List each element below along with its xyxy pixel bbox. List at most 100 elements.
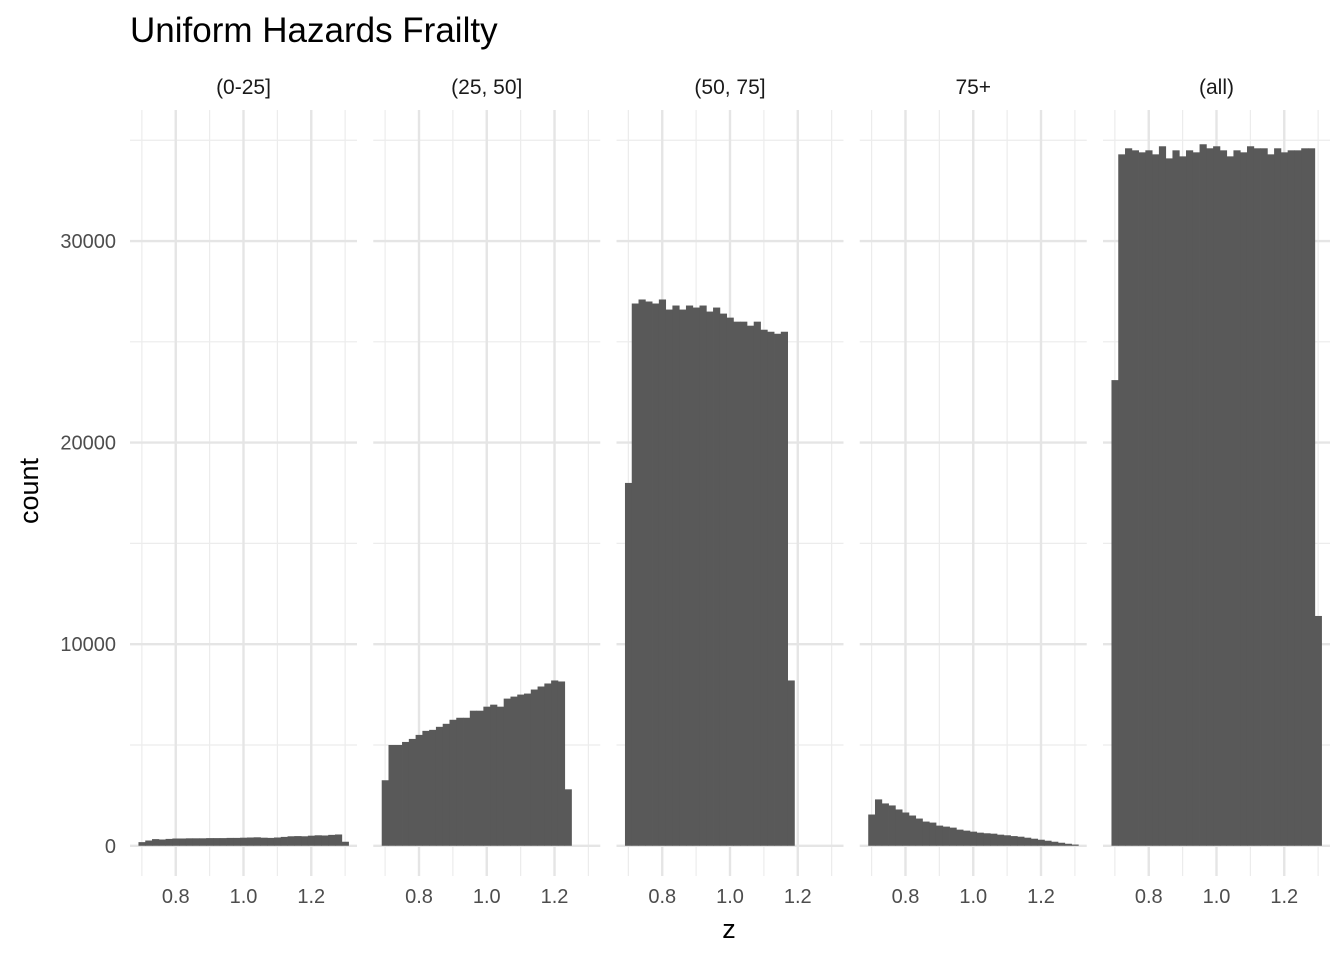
histogram-bar	[1138, 152, 1146, 846]
histogram-bar	[1240, 152, 1248, 846]
x-tick-label: 1.0	[716, 886, 744, 908]
histogram-bar	[192, 838, 200, 846]
y-axis-title: count	[14, 457, 44, 524]
panels: (0-25]0.8 1.0 1.2(25, 50]0.8 1.0 1.2(50, 75]…	[60, 76, 1330, 908]
histogram-bar	[713, 307, 721, 846]
facet-strip-label: (25, 50]	[451, 76, 522, 99]
histogram-bar	[922, 821, 930, 846]
histogram-bar	[442, 723, 450, 846]
histogram-bar	[544, 683, 552, 846]
histogram-bar	[422, 730, 430, 846]
histogram-bar	[138, 842, 146, 846]
histogram-bar	[1267, 154, 1275, 846]
histogram-bar	[780, 331, 788, 846]
histogram-bar	[273, 837, 282, 846]
histogram-bar	[672, 305, 680, 846]
x-tick-label: 1.2	[784, 886, 812, 908]
histogram-bar	[1233, 150, 1241, 846]
histogram-bar	[767, 331, 775, 846]
histogram-bar	[895, 809, 903, 846]
x-tick-label: 0.8	[162, 886, 190, 908]
histogram-bar	[1172, 150, 1180, 846]
x-tick-label: 1.2	[1027, 886, 1055, 908]
histogram-bar	[185, 838, 194, 846]
x-tick-label: 0.8	[1135, 886, 1163, 908]
histogram-bar	[652, 303, 660, 846]
histogram-bar	[395, 744, 403, 846]
histogram-bar	[415, 734, 423, 846]
histogram-bar	[1131, 150, 1139, 846]
histogram-bar	[496, 706, 505, 846]
histogram-bar	[1253, 148, 1261, 846]
histogram-bar	[1301, 148, 1309, 846]
histogram-bar	[510, 696, 518, 846]
y-tick-label: 20000	[60, 433, 116, 455]
histogram-bar	[530, 689, 538, 846]
histogram-bar	[874, 799, 883, 846]
histogram-bar	[787, 680, 795, 846]
histogram-bar	[381, 780, 389, 846]
histogram-bar	[1186, 150, 1194, 846]
x-tick-label: 0.8	[648, 886, 676, 908]
histogram-bar	[658, 299, 667, 846]
histogram-bar	[963, 830, 971, 846]
histogram-bar	[294, 836, 302, 846]
histogram-bar	[692, 307, 700, 846]
panel-2: (25, 50] 0.8 1.0 1.2	[373, 76, 601, 908]
histogram-bar	[564, 789, 572, 846]
histogram-bar	[280, 836, 288, 846]
histogram-bar	[888, 805, 896, 846]
histogram-bar	[868, 814, 876, 846]
histogram-bar	[388, 744, 396, 846]
panel-4: 75+ 0.8 1.0 1.2	[859, 76, 1087, 908]
histogram-bar	[408, 738, 417, 846]
histogram-bar	[328, 834, 336, 846]
histogram-bar	[469, 710, 477, 846]
histogram-bar	[429, 729, 437, 846]
histogram-bar	[260, 837, 268, 846]
facet-strip-label: (50, 75]	[694, 76, 765, 99]
histogram-bar	[1064, 843, 1072, 846]
x-tick-label: 1.0	[473, 886, 501, 908]
histogram-bar	[1044, 840, 1052, 846]
histogram-bar	[1314, 615, 1322, 846]
x-tick-label: 0.8	[405, 886, 433, 908]
histogram-bar	[929, 822, 937, 846]
histogram-bar	[1017, 836, 1025, 846]
histogram-bar	[517, 694, 525, 846]
histogram-bar	[1118, 154, 1126, 846]
x-tick-label: 1.0	[230, 886, 258, 908]
histogram-bar	[631, 303, 639, 846]
histogram-bar	[942, 826, 950, 846]
histogram-bar	[1057, 842, 1066, 846]
histogram-bar	[179, 838, 187, 846]
histogram-bar	[719, 313, 728, 846]
x-axis-title: z	[722, 914, 736, 944]
histogram-bar	[935, 825, 944, 846]
x-tick-label: 1.2	[541, 886, 569, 908]
histogram-bar	[213, 838, 221, 846]
panel-3: (50, 75] 0.8 1.0 1.2	[616, 76, 844, 908]
histogram-bar	[449, 719, 457, 846]
histogram-bar	[199, 838, 207, 846]
histogram-bar	[1165, 158, 1173, 846]
histogram-bar	[476, 710, 484, 846]
histogram-bar	[949, 827, 957, 846]
panel-5: (all) 0.8 1.0 1.2	[1103, 76, 1330, 908]
x-tick-label: 1.0	[1203, 886, 1231, 908]
histogram-bar	[490, 704, 498, 846]
histogram-bar	[665, 309, 673, 846]
histogram-bar	[165, 838, 173, 846]
histogram-bar	[1024, 837, 1032, 846]
histogram-bar	[746, 325, 755, 846]
y-axis-ticks: 0 10000 20000 30000	[60, 231, 116, 858]
histogram-bar	[463, 717, 471, 846]
panel-1: (0-25] 0.8 1.0 1.2	[130, 76, 357, 908]
histogram-bar	[706, 311, 714, 846]
histogram-bar	[1213, 146, 1221, 846]
histogram-bar	[1145, 150, 1153, 846]
histogram-bar	[1125, 148, 1133, 846]
histogram-bar	[1274, 148, 1282, 846]
